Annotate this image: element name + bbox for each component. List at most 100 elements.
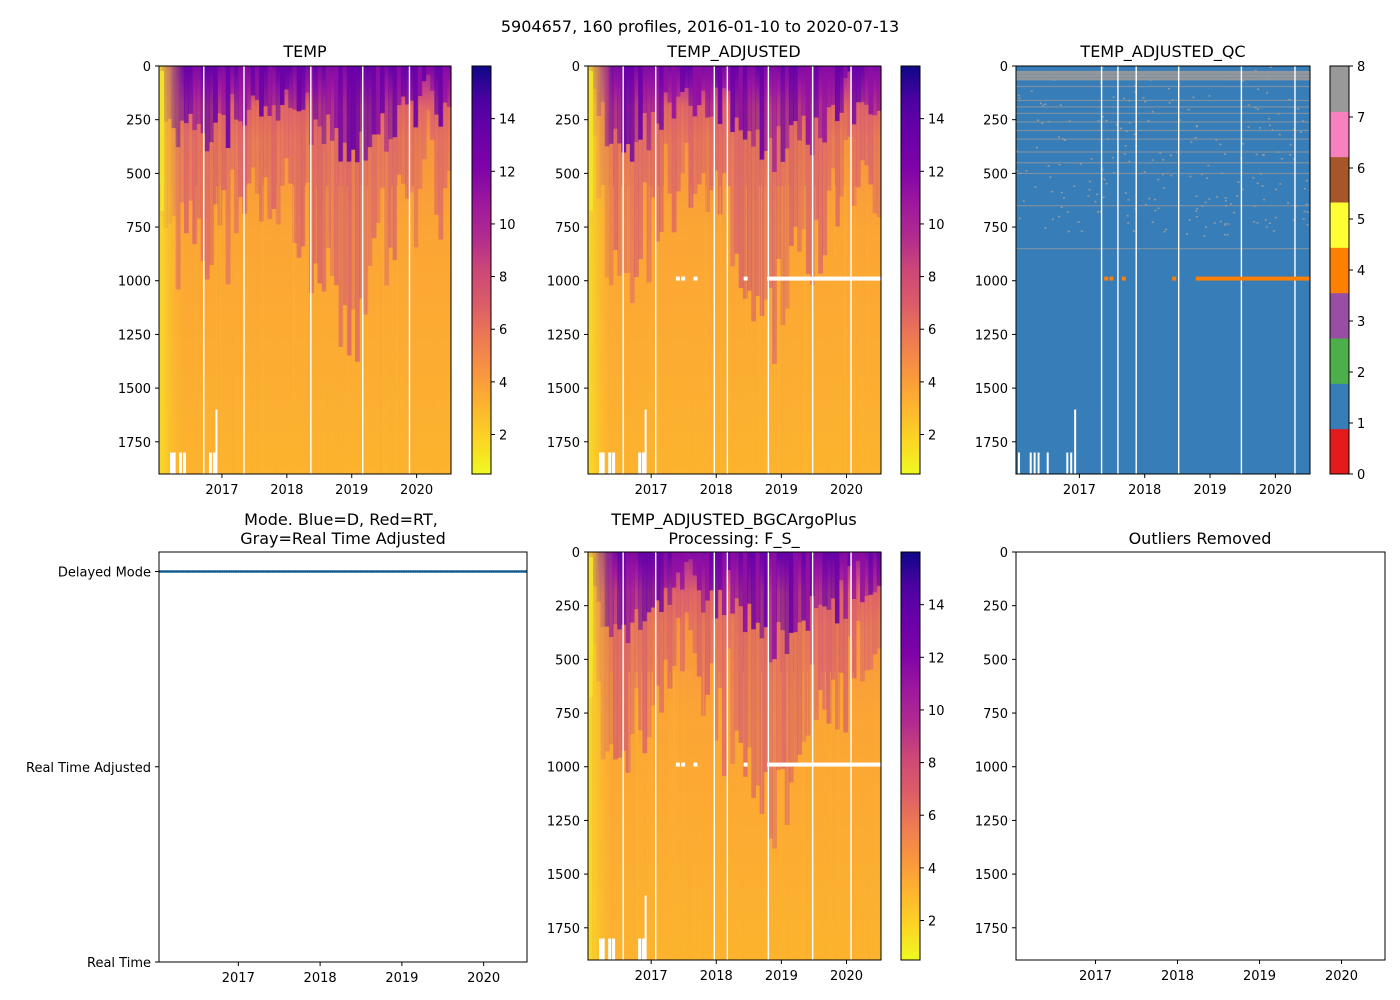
qc-flag8-speck xyxy=(1256,108,1259,111)
heatmap-thermocline-cell xyxy=(430,90,435,140)
heatmap-texture-line xyxy=(346,186,348,474)
qc-flag8-speck xyxy=(1190,141,1193,143)
heatmap-thermocline-cell xyxy=(751,629,757,798)
mode-series-point xyxy=(269,570,272,573)
panel-title-line1: Mode. Blue=D, Red=RT, xyxy=(244,510,438,529)
qc-flag8-speck xyxy=(1156,72,1159,74)
heatmap-texture-line xyxy=(676,672,678,960)
mode-series-point xyxy=(430,570,433,573)
heatmap-missing-deep xyxy=(608,452,612,474)
qc-flag8-speck xyxy=(1128,100,1131,102)
heatmap-texture-line xyxy=(780,186,782,474)
heatmap-surface-cell xyxy=(204,66,210,152)
mode-series-point xyxy=(453,570,456,573)
y-axis: Delayed Mode Real Time Adjusted Real Time xyxy=(26,566,159,971)
heatmap-thermocline-cell xyxy=(843,618,849,733)
mode-series-point xyxy=(200,570,203,573)
qc-flag4-cell xyxy=(1104,276,1109,281)
qc-flag8-speck xyxy=(1018,217,1021,220)
heatmap-surface-cell xyxy=(843,552,849,619)
heatmap-thermocline-cell xyxy=(834,623,840,730)
qc-flag8-speck xyxy=(1200,173,1203,176)
mode-series-point xyxy=(481,570,484,573)
mode-series-point xyxy=(379,570,383,573)
heatmap-thermocline-cell xyxy=(793,121,798,227)
heatmap-surface-cell xyxy=(188,66,193,114)
heatmap-thermocline-cell xyxy=(292,109,298,244)
heatmap-surface-cell xyxy=(701,66,706,91)
panel-title: TEMP_ADJUSTED xyxy=(666,42,800,62)
colorbar-tick-label: 14 xyxy=(928,599,945,614)
heatmap-texture-line xyxy=(703,672,705,960)
qc-flag8-speck xyxy=(1254,106,1257,109)
heatmap-yellow-streak xyxy=(589,71,593,211)
mode-series-point xyxy=(223,570,226,573)
y-tick-label: 1000 xyxy=(118,275,151,290)
heatmap-texture-line xyxy=(788,186,790,474)
heatmap-thermocline-cell xyxy=(805,144,811,274)
qc-flag8-speck xyxy=(1154,198,1157,201)
heatmap-surface-cell xyxy=(839,66,844,113)
mode-series-point xyxy=(246,570,249,573)
heatmap-gap-line xyxy=(767,66,770,474)
heatmap-gap-line xyxy=(243,66,245,474)
heatmap-thermocline-cell xyxy=(868,114,874,185)
mode-series-point xyxy=(441,570,445,573)
qc-flag8-speck xyxy=(1113,172,1116,174)
heatmap-surface-cell xyxy=(721,552,727,616)
mode-series-point xyxy=(336,570,339,573)
heatmap-texture-line xyxy=(405,186,407,474)
y-tick-label: 1500 xyxy=(975,868,1008,883)
qc-flag8-speck xyxy=(1016,169,1019,172)
qc-flag8-speck xyxy=(1124,145,1127,147)
mode-series-point xyxy=(324,570,327,573)
heatmap-thermocline-cell xyxy=(213,122,218,205)
heatmap-surface-cell xyxy=(855,66,861,103)
heatmap-surface-cell xyxy=(409,66,415,101)
mode-series-point xyxy=(182,570,185,573)
colorbar-tick-label: 14 xyxy=(499,113,516,128)
heatmap-surface-cell xyxy=(234,66,239,120)
heatmap-thermocline-cell xyxy=(851,124,857,206)
x-axis: 2017 2018 2019 2020 xyxy=(205,474,433,498)
colorbar-segment xyxy=(1330,247,1349,294)
qc-flag8-speck xyxy=(1186,233,1189,235)
y-tick-label: 750 xyxy=(983,707,1008,722)
heatmap-texture-line xyxy=(802,672,804,960)
qc-flag8-speck xyxy=(1019,172,1022,175)
qc-flag8-speck xyxy=(1195,125,1198,127)
colorbar-segment xyxy=(1330,338,1349,384)
heatmap-thermocline-cell xyxy=(826,609,832,724)
heatmap-surface-cell xyxy=(313,66,319,120)
qc-flag8-speck xyxy=(1266,92,1269,94)
y-tick-label: Real Time xyxy=(87,956,151,971)
heatmap-gap-line xyxy=(622,66,624,474)
qc-flag8-speck xyxy=(1170,174,1173,177)
heatmap-texture-line xyxy=(256,186,258,474)
mode-series-point xyxy=(416,570,419,573)
heatmap-surface-cell xyxy=(839,552,844,581)
heatmap-thermocline-cell xyxy=(696,105,702,185)
heatmap-area xyxy=(587,551,882,961)
qc-flag8-speck xyxy=(1305,203,1308,206)
qc-flag8-line xyxy=(1016,85,1310,88)
colorbar-tick-label: 2 xyxy=(928,915,936,930)
heatmap-thermocline-cell xyxy=(234,119,239,234)
heatmap-surface-cell xyxy=(621,66,627,153)
mode-series-point xyxy=(352,570,355,573)
qc-gap-line xyxy=(1135,66,1137,474)
qc-flag8-speck xyxy=(1151,159,1154,161)
heatmap-surface-cell xyxy=(818,66,823,139)
mode-series-point xyxy=(517,570,521,573)
heatmap-texture-line xyxy=(793,672,795,960)
mode-series-point xyxy=(338,570,341,573)
heatmap-thermocline-cell xyxy=(221,114,227,191)
x-tick-label: 2019 xyxy=(1243,969,1276,984)
qc-flag8-speck xyxy=(1115,123,1118,126)
heatmap-thermocline-cell xyxy=(822,142,828,256)
x-tick-label: 2017 xyxy=(635,483,668,498)
qc-flag8-speck xyxy=(1126,215,1129,217)
mode-series-point xyxy=(361,570,364,573)
heatmap-surface-cell xyxy=(300,66,306,110)
qc-missing-deep xyxy=(1046,452,1049,474)
